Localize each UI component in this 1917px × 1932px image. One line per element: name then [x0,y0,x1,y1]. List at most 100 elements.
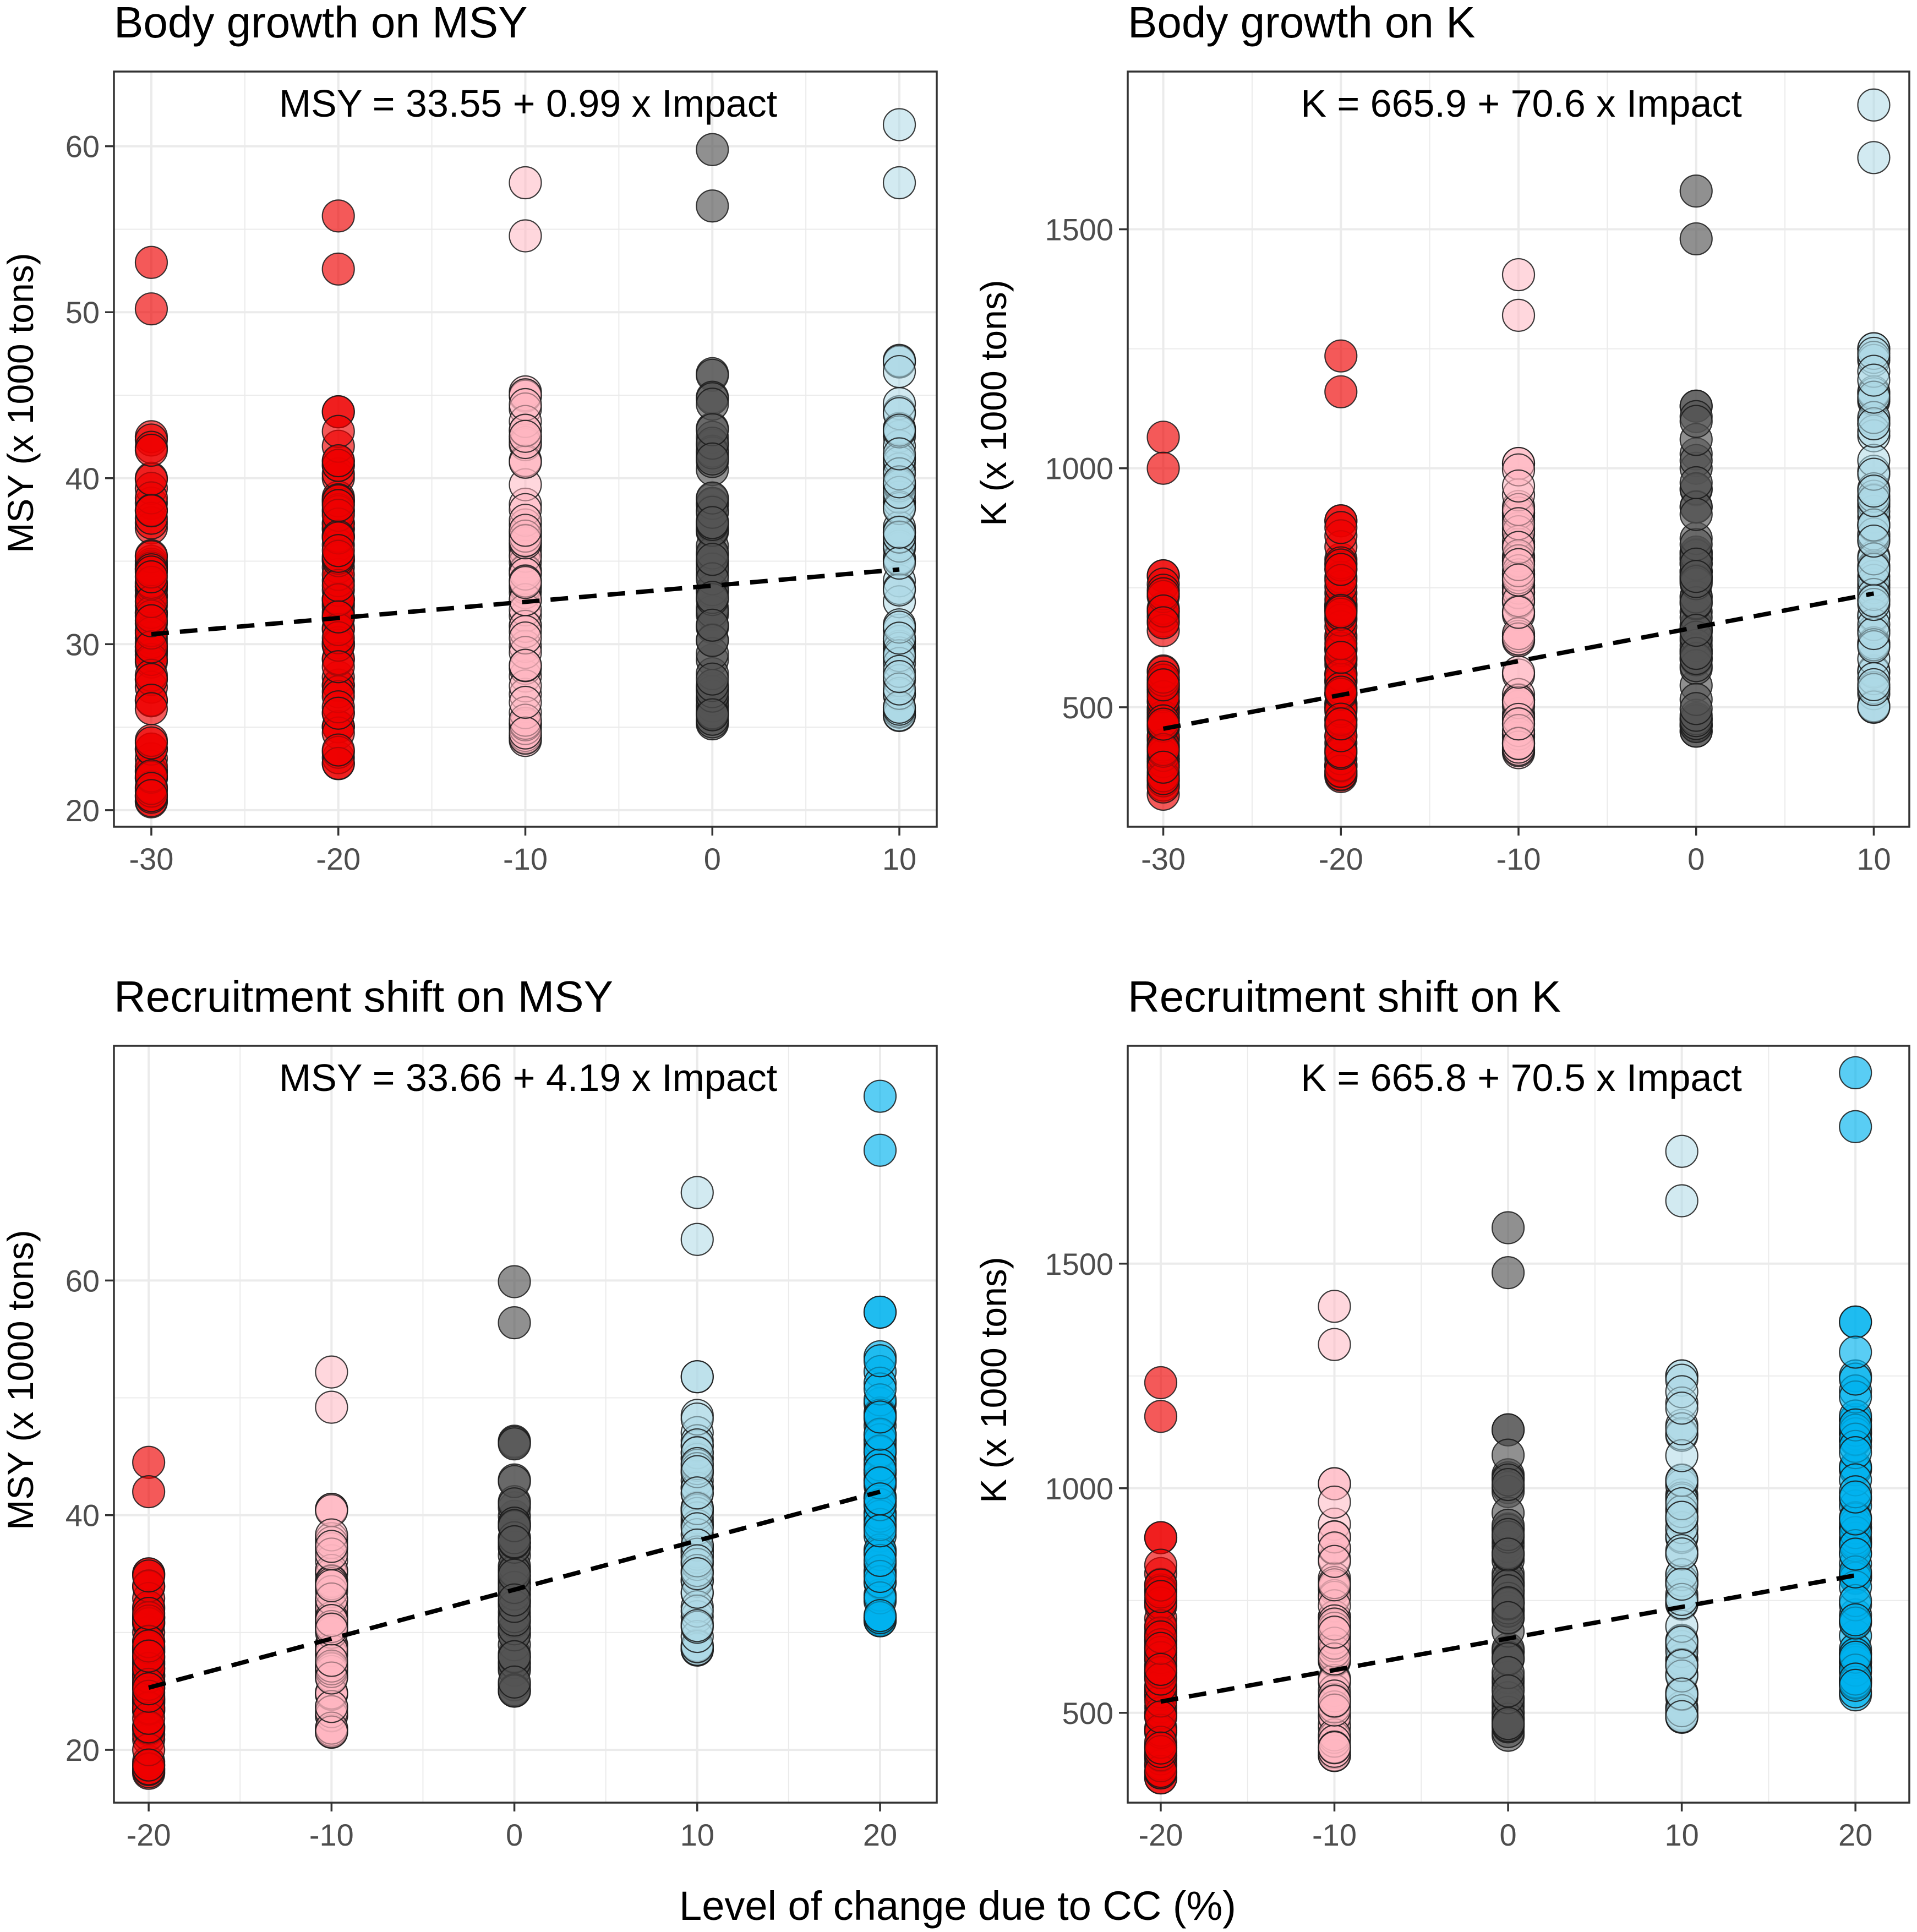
data-point [1679,692,1713,725]
x-tick-label: -10 [309,1818,354,1852]
data-point [321,650,355,684]
y-tick-label: 40 [65,461,100,496]
data-point [1665,1391,1698,1425]
data-point [1144,1652,1178,1687]
data-point-outlier [1324,339,1358,373]
data-point [321,569,355,602]
data-point [1491,1537,1525,1571]
data-point [1144,1580,1178,1613]
data-point [1857,552,1891,586]
data-point [863,1514,897,1548]
data-point-outlier [1839,1056,1872,1090]
data-point-outlier [1665,1184,1698,1218]
data-point [1679,466,1713,500]
data-point [863,1295,897,1329]
data-point-outlier [1144,1400,1178,1433]
x-axis-label: Level of change due to CC (%) [679,1883,1236,1929]
data-point [863,1482,897,1516]
x-tick-label: 10 [680,1818,714,1852]
data-point [315,1644,348,1677]
data-point [696,442,729,476]
data-point [509,566,542,599]
x-tick-label: -30 [129,842,173,876]
data-point [132,1559,166,1593]
data-point-outlier [1857,88,1891,122]
x-tick-label: -20 [1319,842,1363,876]
data-point [1146,606,1180,640]
y-tick-label: 500 [1062,690,1113,725]
data-point [1665,1700,1698,1733]
data-point [509,648,542,682]
data-point-outlier [1679,222,1713,256]
y-tick-label: 1000 [1045,451,1113,486]
data-point [882,621,916,655]
data-point-outlier [134,292,168,326]
data-point [1679,560,1713,593]
data-point-outlier [509,219,542,253]
panel-title: Recruitment shift on K [1128,972,1561,1021]
data-point [132,1639,166,1673]
data-point [321,696,355,730]
y-tick-label: 500 [1062,1696,1113,1731]
data-point [1857,524,1891,558]
y-tick-label: 50 [65,295,100,330]
regression-line [1162,591,1875,731]
y-tick-label: 1500 [1045,212,1113,247]
y-axis-label: MSY (x 1000 tons) [0,1230,41,1530]
data-point [509,685,542,719]
data-point [1665,1649,1698,1683]
data-point-outlier [1501,258,1536,292]
data-point [315,1690,348,1723]
data-point-outlier [321,252,355,286]
data-point [1324,511,1358,544]
data-point [509,716,542,750]
panel-recruitment-shift-k: Recruitment shift on K K (x 1000 tons) K… [973,972,1910,1852]
y-tick-label: 20 [65,793,100,828]
data-point-outlier [696,189,729,223]
points-layer [132,1079,897,1790]
data-point [1318,1616,1351,1649]
data-point [321,534,355,567]
data-point [1144,1700,1178,1734]
regression-equation: MSY = 33.66 + 4.19 x Impact [279,1056,777,1099]
data-point [1501,469,1536,503]
data-point-outlier [882,108,916,141]
data-point-outlier [1679,174,1713,208]
x-tick-label: 20 [1838,1818,1872,1852]
data-point [1839,1480,1872,1514]
data-point [321,489,355,522]
data-point [696,413,729,446]
x-tick-label: -20 [1138,1818,1183,1852]
data-point-outlier [132,1445,166,1479]
regression-line [1160,1573,1856,1704]
data-point [134,494,168,528]
data-point [1665,1537,1698,1571]
data-point [134,779,168,812]
panel-title: Body growth on MSY [114,0,527,47]
data-point-outlier [1324,375,1358,408]
data-point [863,1372,897,1406]
data-point-outlier [134,245,168,279]
regression-line [151,567,900,637]
data-point [498,1525,531,1559]
panel-body-growth-k: Body growth on K K (x 1000 tons) K = 665… [973,0,1910,876]
x-tick-label: -10 [503,842,548,876]
data-point [134,433,168,467]
data-point [1839,1335,1872,1369]
data-point [1491,1707,1525,1740]
data-point [882,437,916,471]
x-tick-label: 10 [882,842,916,876]
data-point [680,1557,714,1591]
data-point [1857,474,1891,508]
data-point [1491,1674,1525,1708]
data-point [696,662,729,696]
data-point [1839,1668,1872,1702]
y-tick-label: 60 [65,129,100,164]
data-point [509,419,542,453]
data-point [315,1569,348,1602]
panel-title: Body growth on K [1128,0,1475,47]
data-point [1839,1537,1872,1571]
data-point [1146,750,1180,784]
data-point-outlier [1146,451,1180,485]
data-point [1857,584,1891,618]
